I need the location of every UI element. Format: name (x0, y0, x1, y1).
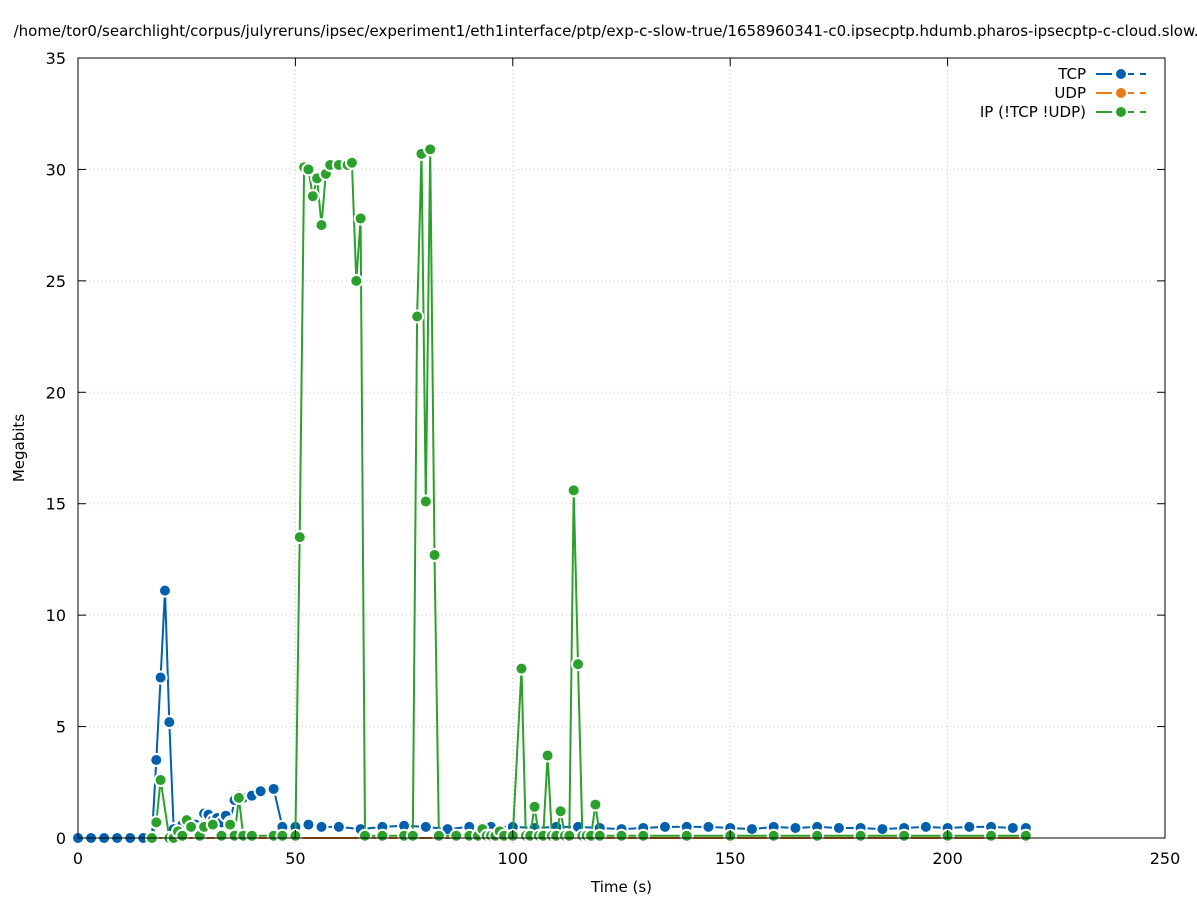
data-point (681, 830, 692, 841)
x-tick-label: 250 (1150, 849, 1181, 868)
data-point (303, 164, 314, 175)
data-point (233, 792, 244, 803)
data-point (268, 783, 279, 794)
data-point (812, 830, 823, 841)
data-point (151, 817, 162, 828)
data-point (307, 191, 318, 202)
data-point (351, 275, 362, 286)
data-point (573, 659, 584, 670)
data-point (355, 213, 366, 224)
data-point (1020, 830, 1031, 841)
data-point (703, 821, 714, 832)
data-point (316, 220, 327, 231)
legend-entry: TCP (1057, 65, 1146, 83)
data-point (155, 775, 166, 786)
legend-swatch-point (1116, 88, 1126, 98)
data-point (442, 824, 453, 835)
legend-swatch-point (1116, 69, 1126, 79)
data-point (920, 821, 931, 832)
data-point (1007, 822, 1018, 833)
y-tick-label: 15 (46, 495, 66, 514)
series-layer (71, 142, 1033, 845)
data-point (433, 830, 444, 841)
data-point (877, 824, 888, 835)
data-point (159, 585, 170, 596)
data-point (186, 821, 197, 832)
data-point (746, 824, 757, 835)
data-point (420, 496, 431, 507)
chart-title: /home/tor0/searchlight/corpus/julyreruns… (14, 22, 1197, 40)
data-point (659, 821, 670, 832)
data-point (255, 786, 266, 797)
data-point (155, 672, 166, 683)
y-tick-label: 5 (56, 718, 66, 737)
data-point (359, 830, 370, 841)
data-point (377, 830, 388, 841)
data-point (316, 821, 327, 832)
legend-label: TCP (1057, 65, 1086, 83)
axes: 0 50 100 150 200 250 0 5 10 15 20 25 30 35 (46, 49, 1181, 868)
data-point (542, 750, 553, 761)
data-point (177, 830, 188, 841)
y-tick-label: 10 (46, 606, 66, 625)
x-axis-title: Time (s) (590, 878, 652, 896)
data-point (768, 830, 779, 841)
y-axis-title: Megabits (10, 414, 28, 482)
y-tick-label: 25 (46, 272, 66, 291)
data-point (833, 822, 844, 833)
data-point (294, 532, 305, 543)
data-point (564, 830, 575, 841)
data-point (412, 311, 423, 322)
data-point (420, 821, 431, 832)
data-point (555, 806, 566, 817)
x-tick-label: 150 (715, 849, 746, 868)
data-point (225, 819, 236, 830)
y-tick-label: 35 (46, 49, 66, 68)
data-point (151, 755, 162, 765)
data-point (429, 549, 440, 560)
data-point (346, 157, 357, 168)
data-point (855, 830, 866, 841)
data-point (277, 830, 288, 841)
legend-entry: UDP (1054, 84, 1146, 102)
x-tick-label: 200 (932, 849, 963, 868)
data-point (568, 485, 579, 496)
x-tick-label: 100 (498, 849, 529, 868)
data-point (529, 801, 540, 812)
y-tick-label: 0 (56, 829, 66, 848)
data-point (407, 830, 418, 841)
data-point (451, 830, 462, 841)
data-point (333, 821, 344, 832)
data-point (590, 799, 601, 810)
x-tick-label: 0 (73, 849, 83, 868)
data-point (986, 830, 997, 841)
y-tick-label: 20 (46, 383, 66, 402)
data-point (616, 830, 627, 841)
data-point (638, 830, 649, 841)
data-point (899, 830, 910, 841)
legend-label: IP (!TCP !UDP) (980, 103, 1086, 121)
data-point (303, 819, 314, 830)
legend-swatch-point (1116, 107, 1126, 117)
data-point (964, 821, 975, 832)
legend-entry: IP (!TCP !UDP) (980, 103, 1146, 121)
data-point (164, 717, 175, 728)
data-point (246, 830, 257, 841)
data-point (216, 830, 227, 841)
legend-label: UDP (1054, 84, 1086, 102)
data-point (790, 822, 801, 833)
plot-frame (77, 57, 1166, 839)
data-point (399, 820, 410, 831)
x-tick-label: 50 (285, 849, 305, 868)
data-point (516, 663, 527, 674)
data-point (425, 144, 436, 155)
data-point (207, 819, 218, 830)
data-point (594, 830, 605, 841)
y-tick-label: 30 (46, 160, 66, 179)
